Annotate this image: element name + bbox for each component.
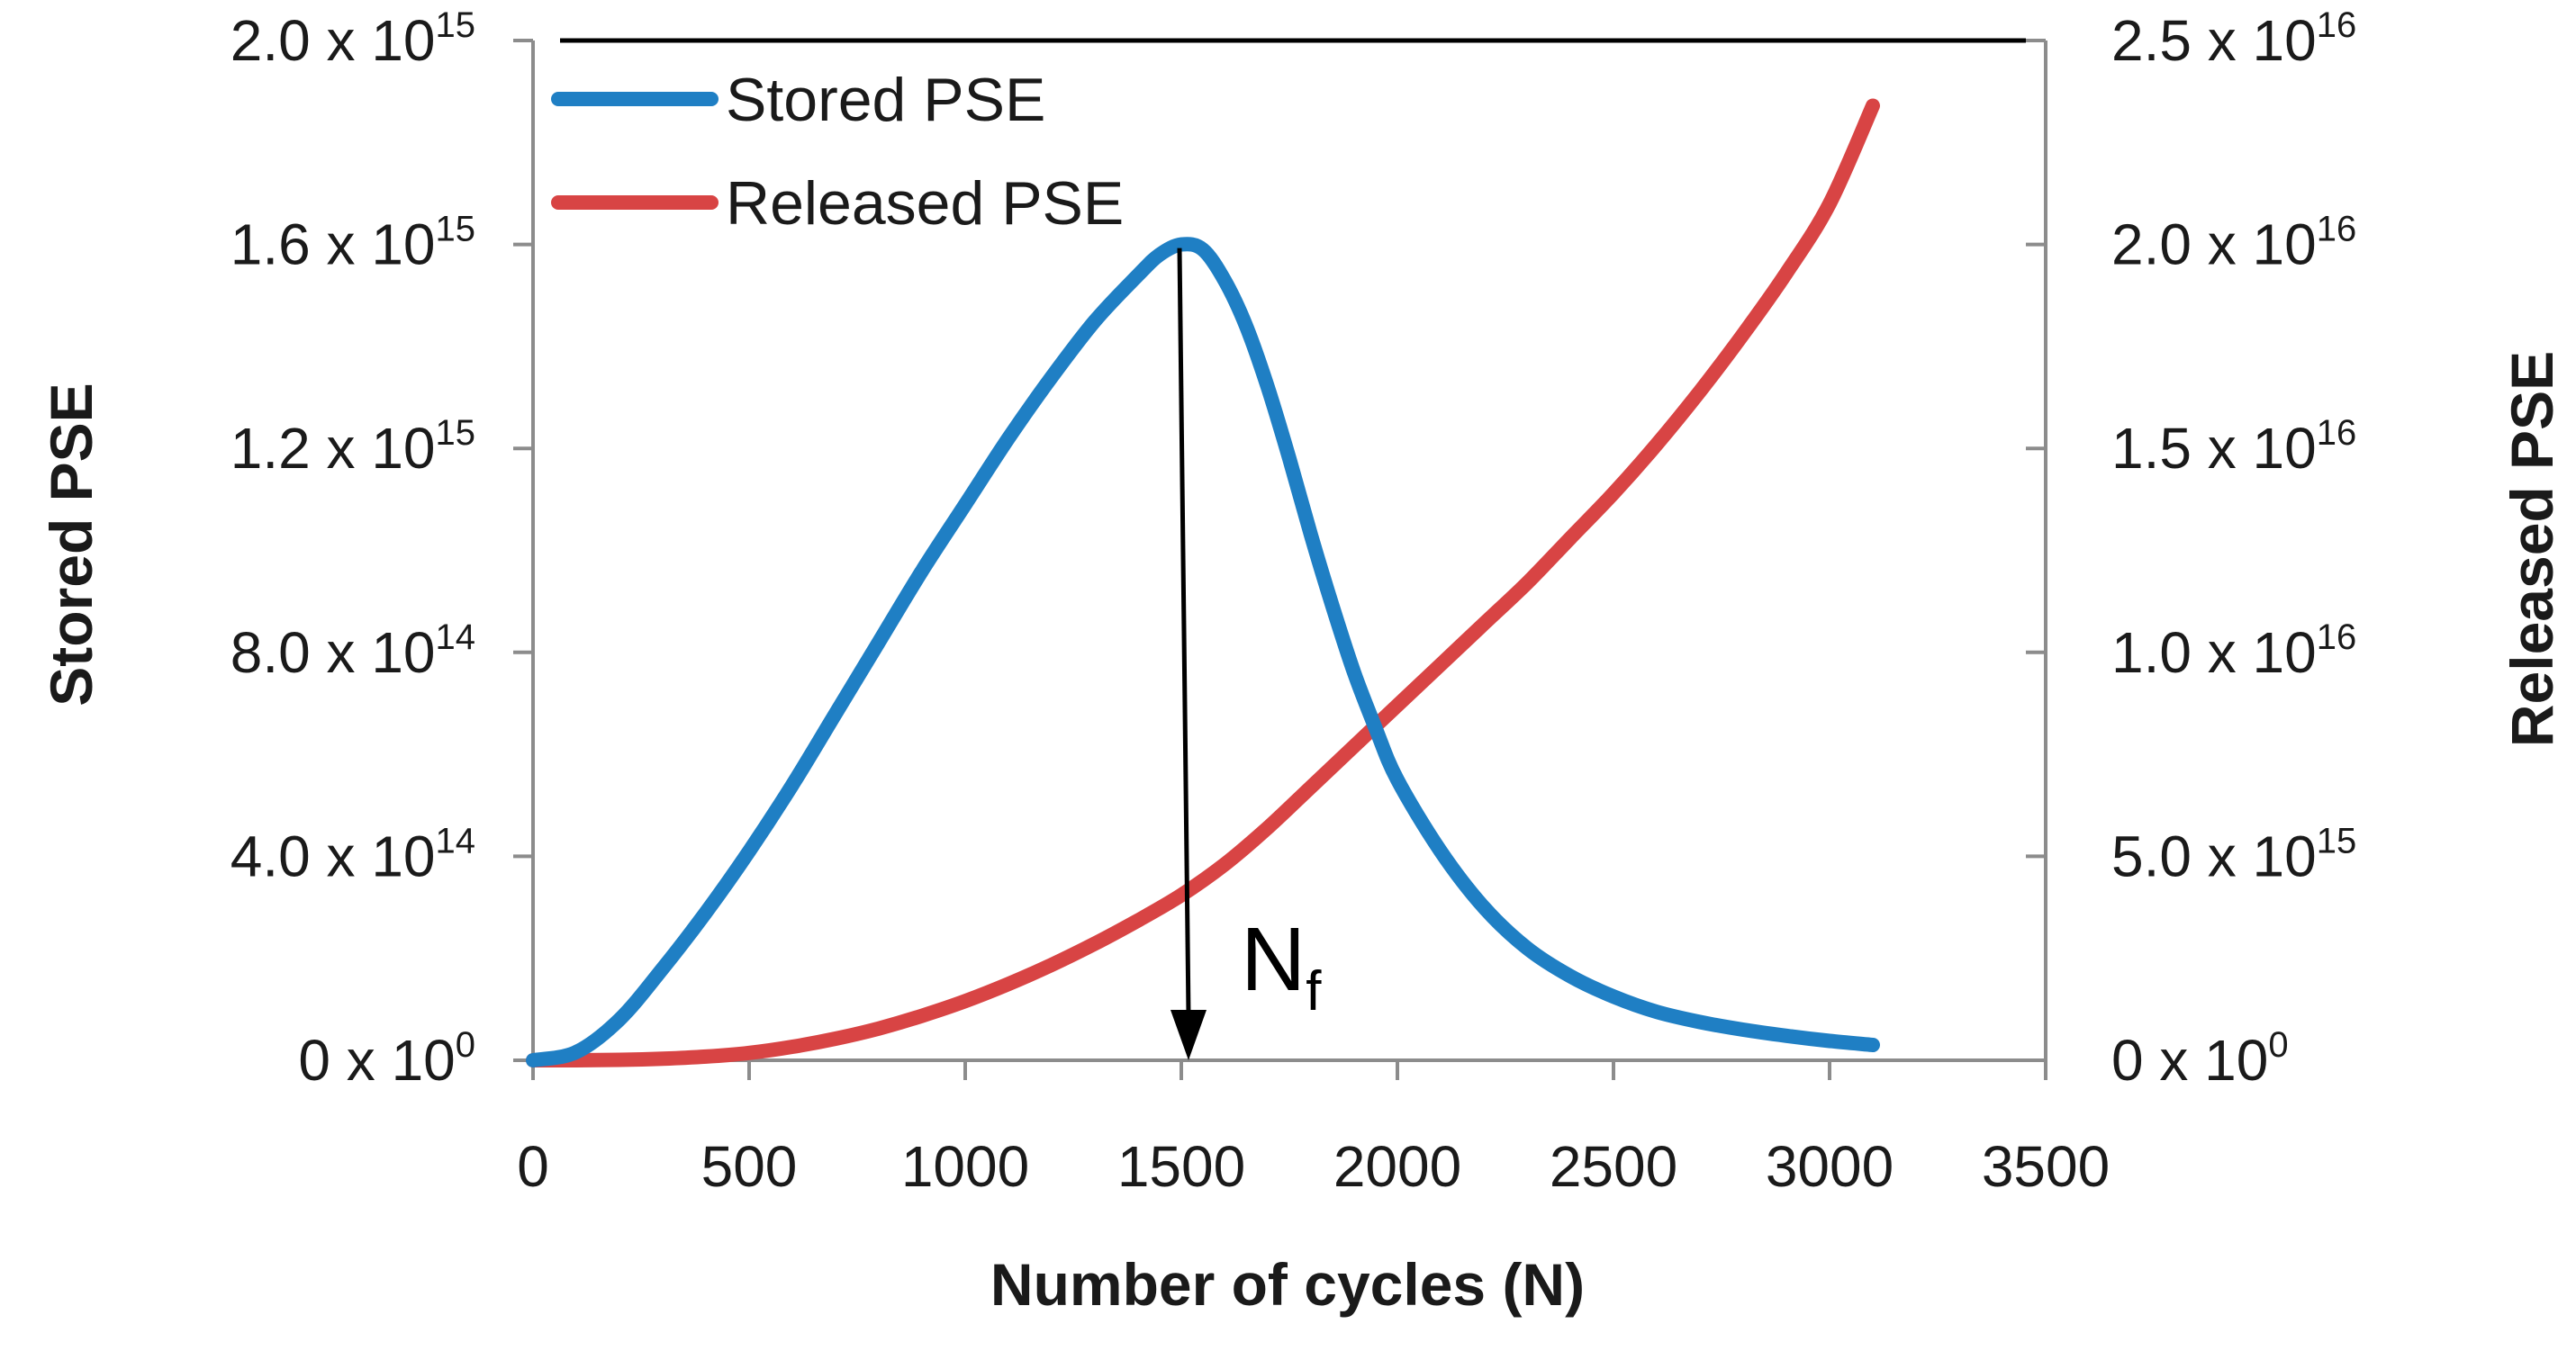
- right-y-tick-label-mantissa: 5.0 x 10: [2111, 824, 2317, 888]
- x-tick-label: 2000: [1333, 1134, 1461, 1199]
- x-axis-title: Number of cycles (N): [990, 1251, 1585, 1318]
- right-y-tick-label: 5.0 x 1015: [2111, 821, 2356, 888]
- nf-label-subscript: f: [1306, 960, 1322, 1022]
- nf-annotation: Nf: [1170, 248, 1322, 1060]
- x-tick-label: 3000: [1766, 1134, 1894, 1199]
- x-tick-label: 500: [701, 1134, 798, 1199]
- legend-label-stored-pse: Stored PSE: [726, 66, 1045, 134]
- right-y-tick-label-mantissa: 1.5 x 10: [2111, 416, 2317, 481]
- right-y-tick-label-exponent: 16: [2317, 210, 2357, 249]
- right-y-tick-label-mantissa: 2.5 x 10: [2111, 8, 2317, 73]
- x-tick-label: 1000: [901, 1134, 1029, 1199]
- released-pse-line: [526, 98, 1880, 1068]
- left-y-tick-label-mantissa: 1.2 x 10: [230, 416, 436, 481]
- nf-label: Nf: [1241, 909, 1322, 1022]
- left-y-tick-label: 0 x 100: [298, 1025, 475, 1093]
- nf-arrow-shaft: [1177, 248, 1191, 1016]
- right-y-tick-label: 0 x 100: [2111, 1025, 2289, 1093]
- right-y-tick-label-mantissa: 2.0 x 10: [2111, 212, 2317, 277]
- left-y-tick-label-mantissa: 2.0 x 10: [230, 8, 436, 73]
- right-y-tick-label-exponent: 15: [2317, 821, 2357, 860]
- right-y-tick-label-mantissa: 0 x 10: [2111, 1028, 2268, 1093]
- left-y-tick-label-exponent: 0: [456, 1025, 475, 1065]
- legend-label-released-pse: Released PSE: [726, 169, 1124, 238]
- right-y-tick-label-exponent: 16: [2317, 5, 2357, 45]
- x-tick-label: 3500: [1982, 1134, 2110, 1199]
- right-y-tick-label-exponent: 16: [2317, 413, 2357, 453]
- x-axis-ticks: 0 500 1000 1500 2000 2500 3000 3500: [517, 1060, 2110, 1199]
- left-y-tick-label-exponent: 14: [436, 821, 476, 860]
- right-y-tick-label-exponent: 0: [2268, 1025, 2288, 1065]
- left-y-tick-label: 4.0 x 1014: [230, 821, 475, 888]
- nf-label-main: N: [1241, 909, 1306, 1010]
- right-y-tick-label: 1.0 x 1016: [2111, 617, 2356, 685]
- left-y-tick-label-exponent: 14: [436, 617, 476, 657]
- right-y-tick-label: 2.5 x 1016: [2111, 5, 2356, 73]
- x-tick-label: 2500: [1550, 1134, 1677, 1199]
- right-y-tick-label: 1.5 x 1016: [2111, 413, 2356, 481]
- x-tick-label: 0: [517, 1134, 549, 1199]
- x-tick-label: 1500: [1117, 1134, 1245, 1199]
- left-y-tick-label-exponent: 15: [436, 413, 476, 453]
- left-y-tick-label: 1.6 x 1015: [230, 210, 475, 277]
- left-y-tick-label: 1.2 x 1015: [230, 413, 475, 481]
- legend: Stored PSE Released PSE: [551, 66, 1124, 238]
- left-y-tick-label-mantissa: 8.0 x 10: [230, 620, 436, 685]
- stored-pse-line: [526, 237, 1880, 1067]
- plot-frame: [531, 38, 2047, 1062]
- right-y-tick-label: 2.0 x 1016: [2111, 210, 2356, 277]
- left-y-tick-label: 8.0 x 1014: [230, 617, 475, 685]
- left-y-axis-title: Stored PSE: [38, 383, 104, 706]
- series-layer: [526, 98, 1880, 1068]
- right-y-axis-title: Released PSE: [2499, 351, 2565, 747]
- left-y-tick-label-exponent: 15: [436, 210, 476, 249]
- left-y-tick-label-exponent: 15: [436, 5, 476, 45]
- right-y-tick-label-mantissa: 1.0 x 10: [2111, 620, 2317, 685]
- left-y-tick-label-mantissa: 4.0 x 10: [230, 824, 436, 888]
- left-y-tick-label-mantissa: 1.6 x 10: [230, 212, 436, 277]
- nf-arrow-head: [1170, 1010, 1207, 1060]
- left-y-tick-label-mantissa: 0 x 10: [298, 1028, 455, 1093]
- left-y-tick-label: 2.0 x 1015: [230, 5, 475, 73]
- right-y-tick-label-exponent: 16: [2317, 617, 2357, 657]
